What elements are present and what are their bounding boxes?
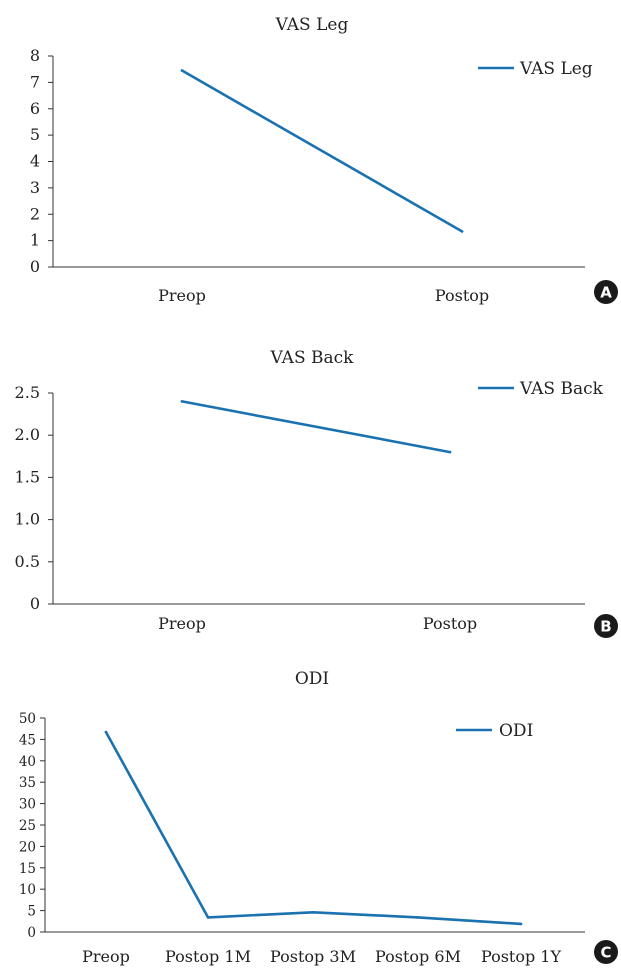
chart-a-y-tick-label: 5 <box>30 125 40 144</box>
chart-panel-b: VAS Back 0 0.5 1.0 1.5 2.0 2.5 Preop Postop VAS… <box>15 348 618 638</box>
chart-a-legend-label: VAS Leg <box>519 59 593 79</box>
chart-b-y-tick-label: 0.5 <box>15 552 40 571</box>
chart-a-y-tick-label: 6 <box>30 99 40 118</box>
chart-c-y-tick-label: 5 <box>27 904 36 920</box>
chart-a-y-tick-label: 7 <box>30 72 40 91</box>
chart-a-series-line <box>180 69 464 233</box>
chart-a-title: VAS Leg <box>275 15 349 35</box>
chart-a-x-tick-label: Postop <box>435 286 489 305</box>
chart-b-y-tick-label: 0 <box>30 594 40 613</box>
chart-c-series-line <box>104 730 523 926</box>
chart-a-y-tick-label: 3 <box>30 178 40 197</box>
chart-c-y-tick-label: 40 <box>19 754 36 770</box>
panel-a-badge: A <box>594 280 618 304</box>
chart-c-y-tick-label: 45 <box>19 732 36 748</box>
panel-c-badge-label: C <box>600 944 611 962</box>
chart-a-data-point <box>180 69 184 72</box>
chart-b-y-tick-label: 2.0 <box>15 425 40 444</box>
chart-b-legend: VAS Back <box>478 379 604 399</box>
chart-b-title: VAS Back <box>270 348 355 368</box>
chart-c-data-point <box>206 916 210 919</box>
chart-b-x-tick-label: Preop <box>158 614 206 633</box>
chart-c-x-tick-label: Preop <box>82 947 130 966</box>
chart-c-y-tick-label: 0 <box>27 925 36 941</box>
chart-a-y-tick-label: 4 <box>30 152 40 171</box>
chart-c-y-tick-label: 10 <box>19 882 36 898</box>
chart-b-data-point <box>180 400 184 403</box>
chart-a-y-tick-label: 1 <box>30 231 40 250</box>
chart-a-x-tick-label: Preop <box>158 286 206 305</box>
chart-b-y-tick-label: 1.0 <box>15 510 40 529</box>
chart-panel-a: VAS Leg 0 1 2 3 4 5 6 7 8 Preop Postop VAS Leg A <box>30 15 618 305</box>
chart-c-y-tick-label: 35 <box>19 775 36 791</box>
chart-c-x-tick-label: Postop 3M <box>270 947 356 966</box>
chart-b-y-tick-label: 2.5 <box>15 383 40 402</box>
chart-c-title: ODI <box>295 669 329 689</box>
chart-c-y-tick-label: 30 <box>19 797 36 813</box>
chart-a-legend: VAS Leg <box>478 59 593 79</box>
chart-a-data-point <box>460 230 464 233</box>
panel-b-badge-label: B <box>600 618 611 636</box>
chart-c-y-tick-label: 25 <box>19 818 36 834</box>
panel-c-badge: C <box>594 940 618 964</box>
chart-c-legend-label: ODI <box>499 721 533 741</box>
chart-c-x-tick-label: Postop 1Y <box>481 947 562 966</box>
chart-a-y-tick-label: 2 <box>30 204 40 223</box>
chart-c-y-tick-label: 20 <box>19 839 36 855</box>
chart-a-y-tick-label: 8 <box>30 46 40 65</box>
chart-b-y-tick-label: 1.5 <box>15 467 40 486</box>
chart-c-x-tick-label: Postop 6M <box>375 947 461 966</box>
chart-c-y-tick-label: 50 <box>19 711 36 727</box>
chart-c-data-point <box>104 730 108 734</box>
chart-c-x-tick-label: Postop 1M <box>165 947 251 966</box>
chart-b-x-tick-label: Postop <box>423 614 477 633</box>
chart-c-legend: ODI <box>456 721 533 741</box>
chart-c-y-tick-label: 15 <box>19 861 36 877</box>
panel-a-badge-label: A <box>600 284 612 302</box>
chart-b-legend-label: VAS Back <box>519 379 604 399</box>
panel-b-badge: B <box>594 614 618 638</box>
chart-b-series-line <box>180 400 452 454</box>
chart-panel-c: ODI 0 5 10 15 20 25 30 35 40 45 50 Preop Postop 1M Po… <box>19 669 618 966</box>
chart-b-data-point <box>448 450 452 454</box>
chart-c-data-point <box>416 916 420 919</box>
chart-c-data-point <box>519 922 523 926</box>
chart-c-data-point <box>311 911 315 914</box>
chart-a-y-tick-label: 0 <box>30 257 40 276</box>
